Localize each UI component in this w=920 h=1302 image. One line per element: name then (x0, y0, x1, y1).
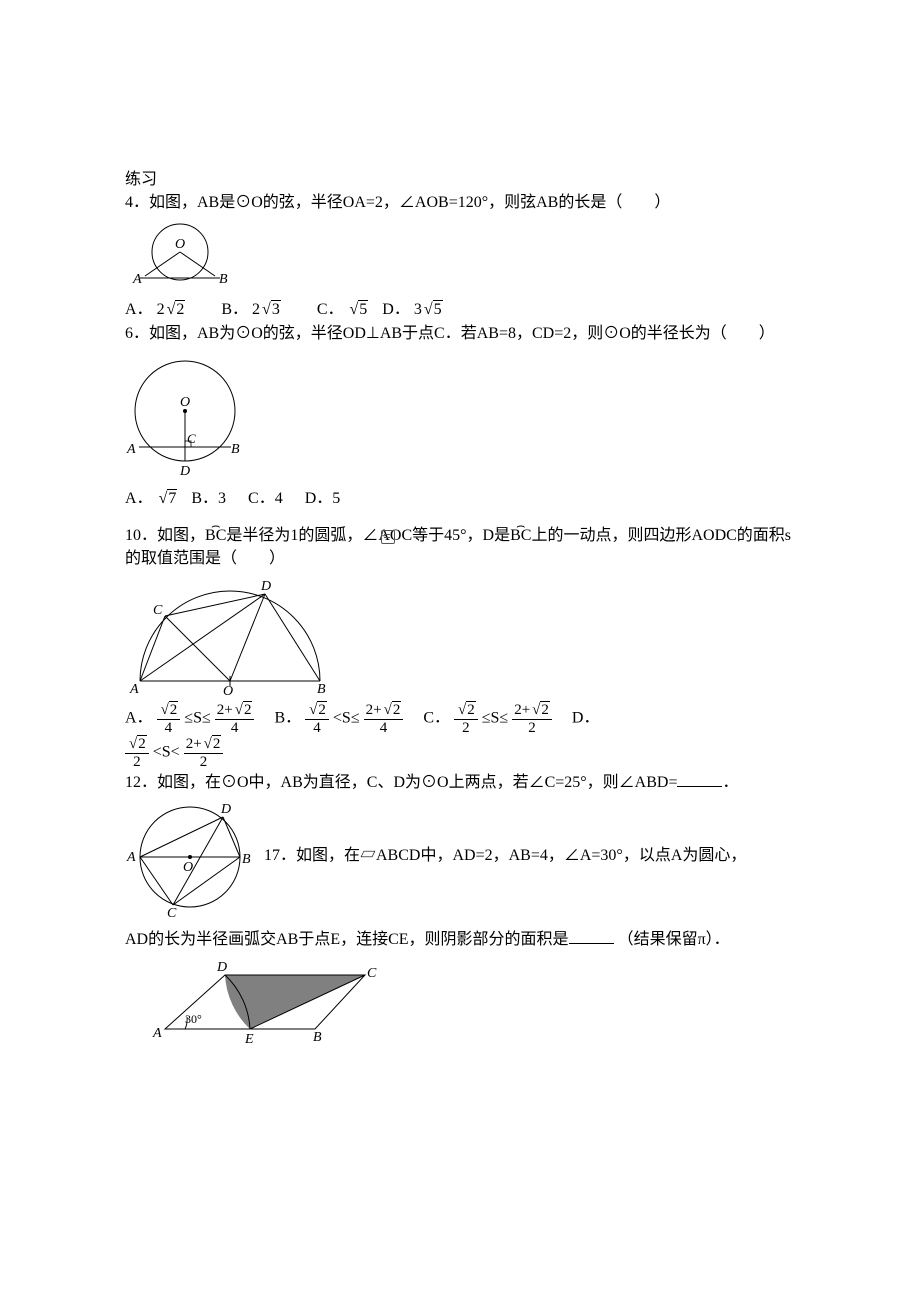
q10-opt-b: B． (274, 710, 301, 727)
q10-options-row2: 22 <S< 2+22 (125, 736, 795, 770)
svg-text:B: B (317, 682, 326, 696)
answer-blank (569, 927, 614, 944)
svg-text:D: D (220, 802, 231, 817)
q10-opt-c: C． (423, 710, 450, 727)
q17-number: 17 (264, 844, 280, 867)
q4-opt-d: D． (382, 301, 410, 318)
q6-figure: O A B C D (125, 351, 795, 481)
q4-number: 4 (125, 194, 133, 211)
svg-text:B: B (219, 272, 228, 287)
svg-text:30°: 30° (185, 1012, 202, 1026)
q12-number: 12 (125, 774, 141, 791)
svg-text:C: C (167, 906, 177, 917)
q4-opt-c: C． (317, 301, 344, 318)
q6-options: A． 7 B．3 C．4 D．5 (125, 487, 795, 510)
svg-text:O: O (175, 237, 185, 252)
q10-figure: A B C D O (125, 576, 795, 696)
q12-figure: A B C D O (125, 795, 260, 917)
q6-opt-b: B．3 (191, 490, 226, 507)
q4-text: 4．如图，AB是⊙O的弦，半径OA=2，∠AOB=120°，则弦AB的长是（ ） (125, 191, 795, 214)
q4-options: A． 22 B． 23 C． 5 D． 35 (125, 298, 795, 321)
svg-text:D: D (179, 464, 190, 479)
svg-text:B: B (242, 852, 251, 867)
q6-number: 6 (125, 325, 133, 342)
q17-figure: A B C D E 30° (145, 957, 795, 1047)
q17-text-b: AD的长为半径画弧交AB于点E，连接CE，则阴影部分的面积是 （结果保留π）． (125, 927, 795, 951)
svg-text:E: E (244, 1032, 254, 1047)
q10-opt-d: D． (572, 710, 600, 727)
arc-icon: BC (510, 524, 531, 547)
q6-opt-d: D．5 (305, 490, 341, 507)
svg-text:A: A (132, 272, 142, 287)
svg-text:C: C (367, 966, 377, 981)
exercise-title: 练习 (125, 168, 795, 191)
q6-text: 6．如图，AB为⊙O的弦，半径OD⊥AB于点C．若AB=8，CD=2，则⊙O的半… (125, 322, 795, 345)
svg-text:O: O (180, 395, 190, 410)
arc-icon: BC (205, 524, 226, 547)
svg-text:A: A (129, 682, 139, 696)
q12-text: 12．如图，在⊙O中，AB为直径，C、D为⊙O上两点，若∠C=25°，则∠ABD… (125, 770, 795, 794)
q4-figure: O A B (125, 220, 795, 292)
svg-text:O: O (223, 684, 233, 696)
svg-text:C: C (153, 603, 163, 618)
svg-text:B: B (231, 442, 240, 457)
q4-opt-b: B． (221, 301, 248, 318)
q6-opt-a: A． (125, 490, 153, 507)
svg-text:O: O (183, 860, 193, 875)
svg-text:A: A (126, 850, 136, 865)
svg-text:B: B (313, 1030, 322, 1045)
svg-text:A: A (152, 1026, 162, 1041)
svg-text:D: D (216, 960, 227, 975)
q10-text: 10．如图，BC是半径为1的圆弧，∠AOC等于45°，D是BC上的一动点，则四边… (125, 524, 795, 570)
svg-text:C: C (187, 431, 196, 446)
q12-figure-q17-row: A B C D O 17．如图，在▱ABCD中，AD=2，AB=4，∠A=30°… (125, 795, 795, 917)
q10-number: 10 (125, 527, 141, 544)
svg-text:A: A (126, 442, 136, 457)
q10-options-row1: A． 24 ≤S≤ 2+24 B． 24 <S≤ 2+24 C． 22 ≤S≤ … (125, 702, 795, 736)
q10-opt-a: A． (125, 710, 153, 727)
svg-text:D: D (260, 579, 271, 594)
q6-opt-c: C．4 (248, 490, 283, 507)
answer-blank (677, 770, 722, 787)
q17-text-a: ．如图，在▱ABCD中，AD=2，AB=4，∠A=30°，以点A为圆心， (280, 844, 746, 867)
q4-opt-a: A． (125, 301, 153, 318)
